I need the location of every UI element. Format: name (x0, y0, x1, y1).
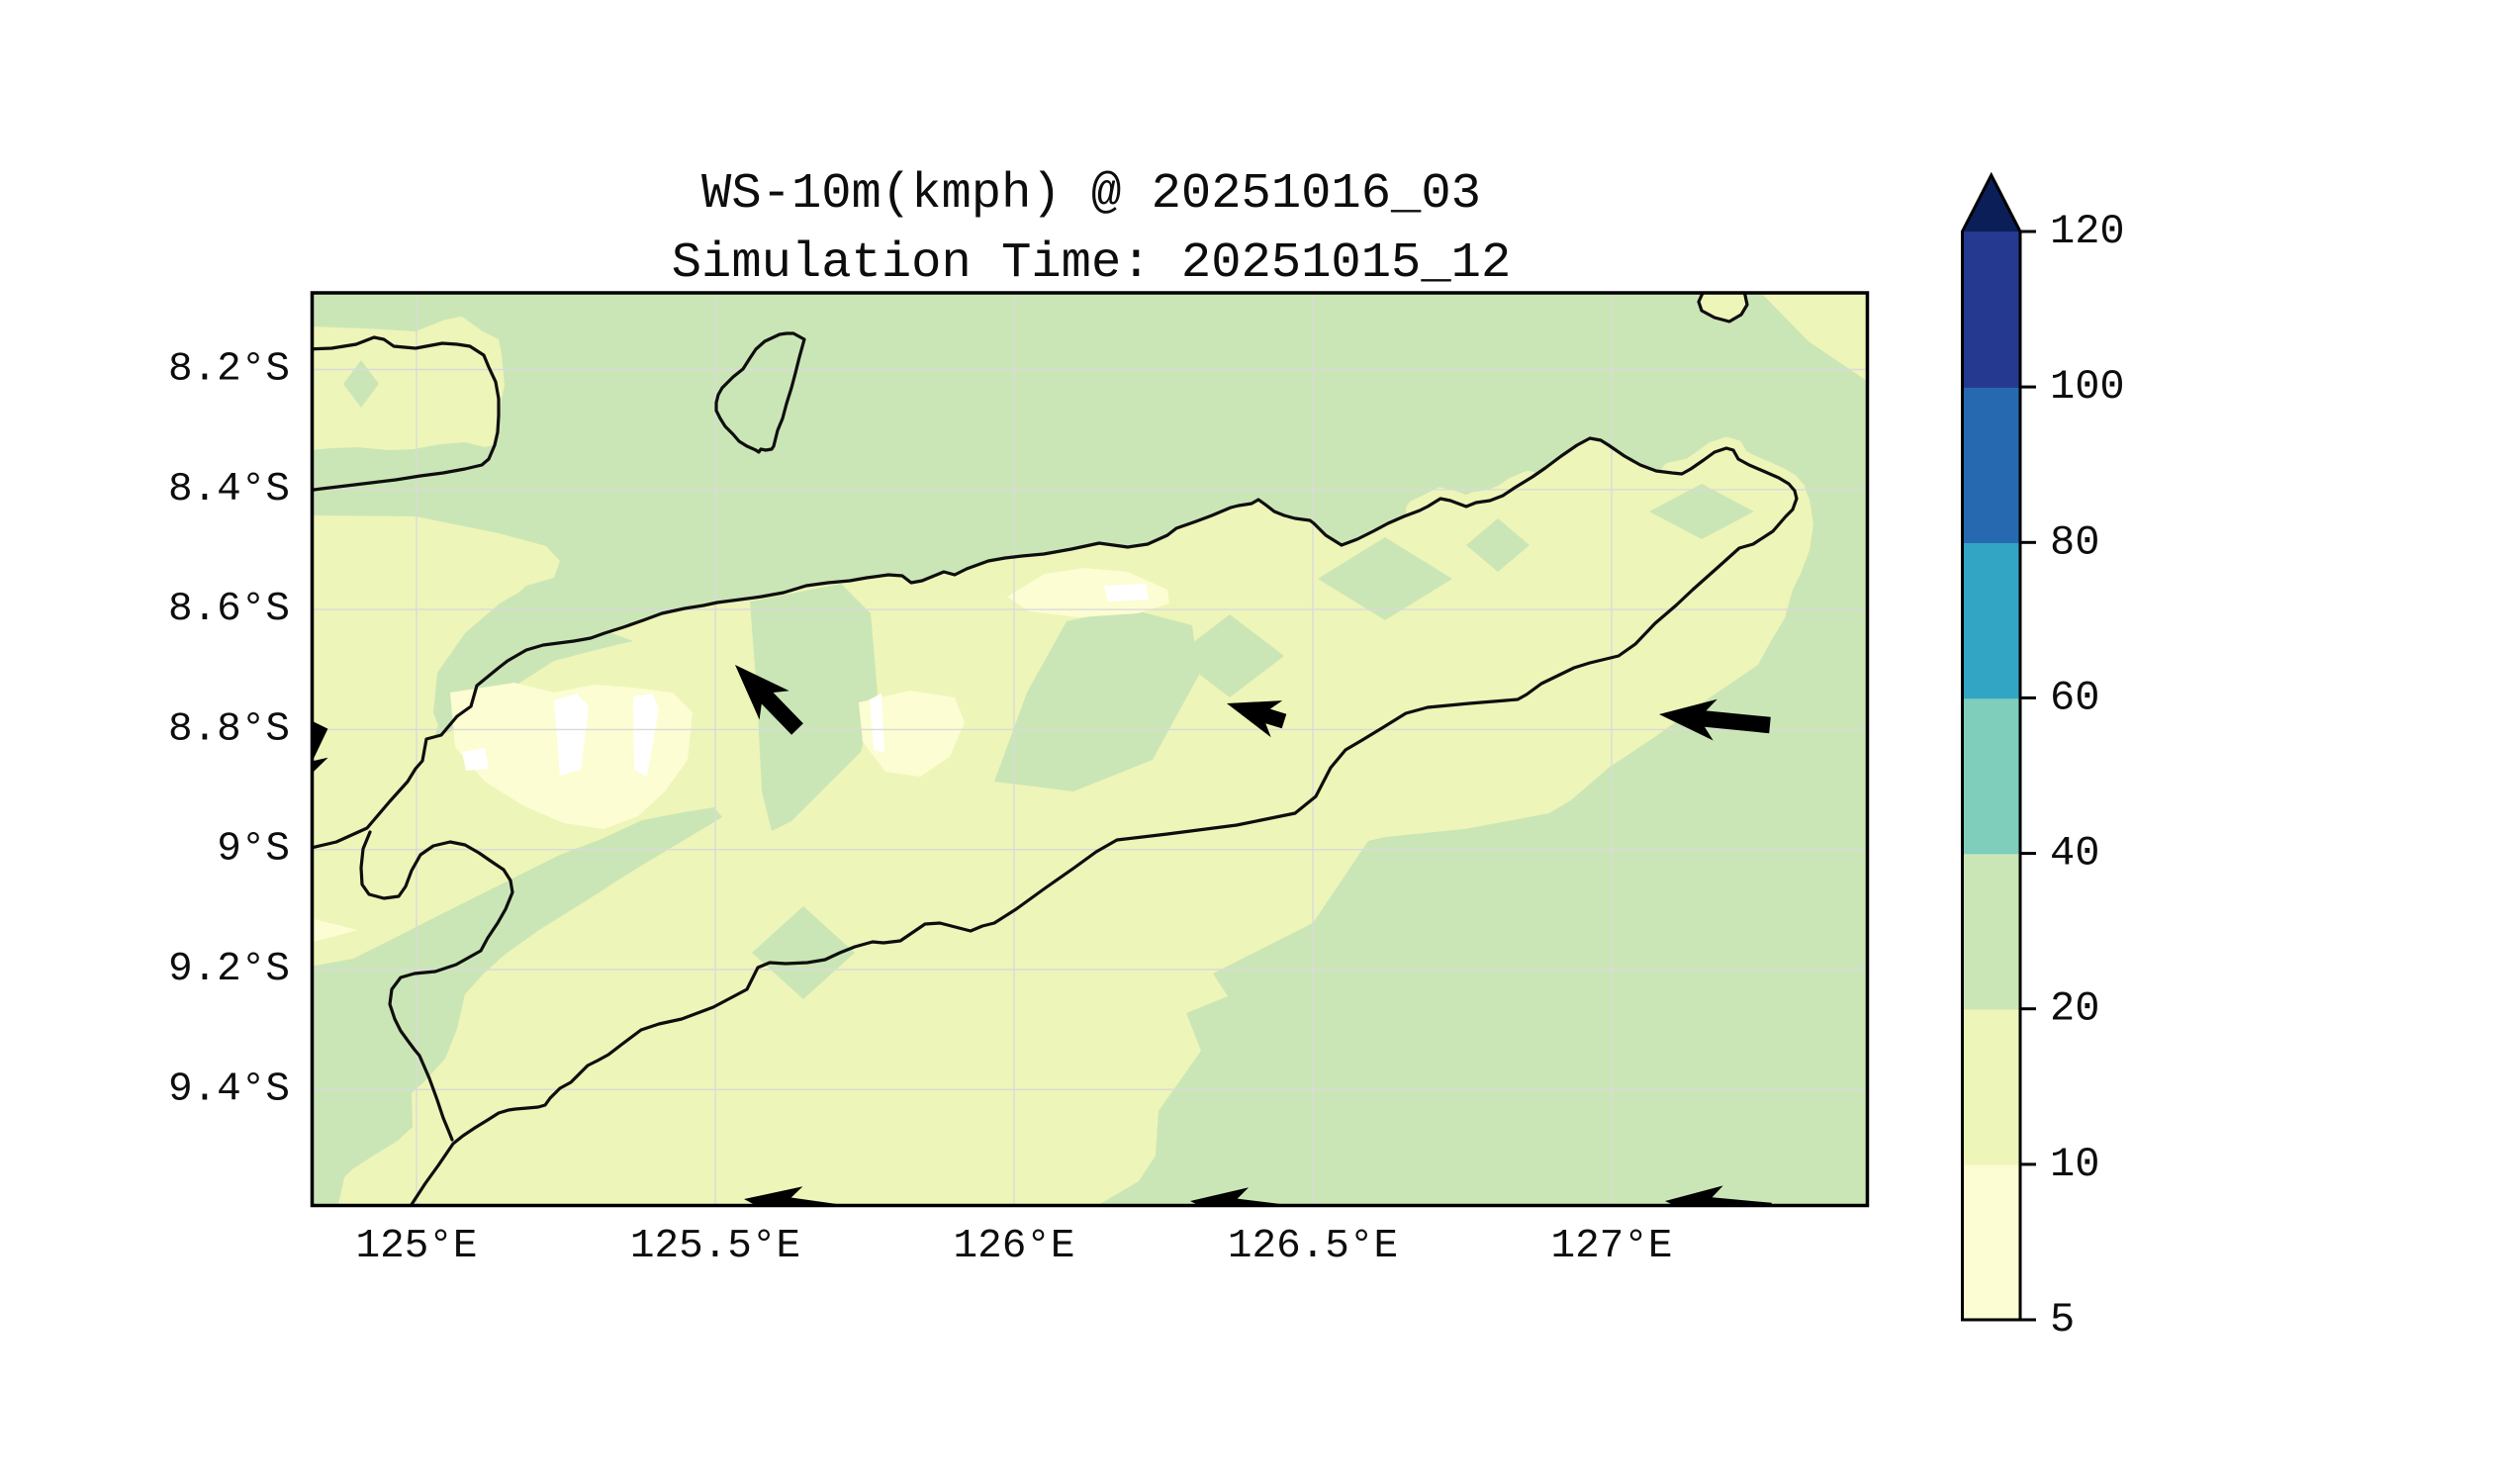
svg-text:126°E: 126°E (953, 1224, 1074, 1269)
svg-text:9.4°S: 9.4°S (168, 1067, 290, 1112)
svg-text:126.5°E: 126.5°E (1228, 1224, 1398, 1269)
svg-text:60: 60 (2050, 674, 2099, 721)
svg-text:80: 80 (2050, 518, 2099, 566)
svg-text:8.6°S: 8.6°S (168, 587, 290, 632)
svg-text:8.4°S: 8.4°S (168, 467, 290, 512)
svg-text:9.2°S: 9.2°S (168, 947, 290, 992)
svg-text:WS-10m(kmph) @ 20251016_03: WS-10m(kmph) @ 20251016_03 (701, 166, 1481, 223)
svg-text:20: 20 (2050, 985, 2099, 1033)
svg-text:Simulation Time: 20251015_12: Simulation Time: 20251015_12 (672, 235, 1512, 292)
svg-text:8.8°S: 8.8°S (168, 706, 290, 752)
svg-text:10: 10 (2050, 1141, 2099, 1188)
svg-text:125.5°E: 125.5°E (630, 1224, 800, 1269)
svg-text:100: 100 (2050, 363, 2125, 411)
svg-text:120: 120 (2050, 208, 2125, 255)
svg-text:125°E: 125°E (355, 1224, 477, 1269)
svg-text:40: 40 (2050, 830, 2099, 878)
svg-text:8.2°S: 8.2°S (168, 347, 290, 393)
svg-text:9°S: 9°S (217, 827, 290, 873)
svg-text:5: 5 (2050, 1296, 2075, 1344)
svg-text:127°E: 127°E (1550, 1224, 1672, 1269)
